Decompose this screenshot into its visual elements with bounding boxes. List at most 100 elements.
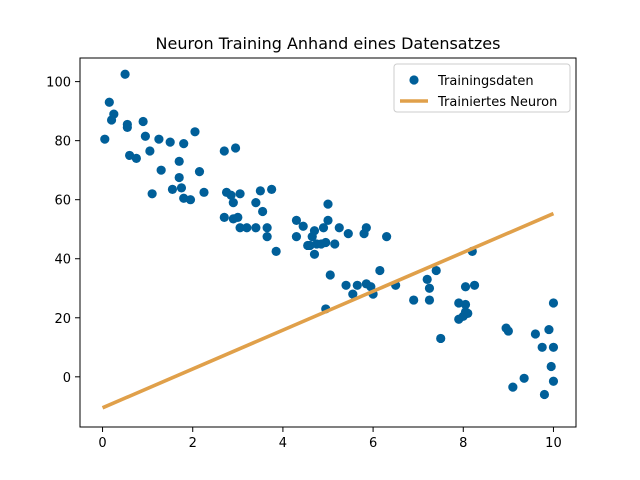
data-point [104, 97, 114, 107]
data-point [343, 229, 353, 239]
data-point [219, 212, 229, 223]
data-point [325, 270, 335, 280]
data-point [185, 195, 196, 205]
data-point [341, 280, 351, 290]
data-point [255, 186, 265, 196]
data-point [145, 146, 155, 156]
x-tick-label: 6 [369, 436, 377, 451]
data-point [156, 165, 166, 175]
legend: Trainingsdaten Trainiertes Neuron [393, 63, 571, 113]
data-point [530, 329, 541, 339]
data-point [251, 223, 261, 233]
data-point [122, 119, 132, 130]
y-tick-label: 20 [54, 312, 71, 327]
data-point [366, 282, 376, 292]
data-point [226, 190, 236, 200]
x-tick-label: 8 [459, 436, 467, 451]
data-point [460, 282, 471, 292]
y-tick-label: 0 [63, 371, 71, 386]
data-point [176, 183, 187, 193]
y-tick-label: 80 [54, 135, 71, 150]
data-point [120, 69, 130, 79]
data-point [258, 206, 268, 217]
data-point [508, 382, 518, 392]
data-point [230, 143, 241, 153]
data-point [503, 326, 513, 336]
data-point [267, 184, 277, 194]
data-point [469, 280, 480, 290]
y-tick-label: 60 [54, 194, 71, 209]
data-point [242, 223, 252, 233]
legend-marker [409, 75, 419, 85]
x-tick-label: 4 [279, 436, 287, 451]
data-point [382, 231, 392, 242]
data-point [422, 274, 432, 284]
data-point [334, 223, 344, 233]
data-point [262, 231, 272, 242]
data-point [138, 116, 148, 127]
data-point [174, 172, 184, 183]
data-point [431, 265, 441, 276]
data-point [323, 215, 333, 225]
x-tick-label: 2 [189, 436, 197, 451]
data-point [548, 376, 559, 386]
data-point [424, 295, 435, 305]
chart-title: Neuron Training Anhand eines Datensatzes [156, 34, 501, 53]
data-point [352, 280, 362, 290]
axes-frame [79, 57, 577, 428]
data-point [199, 187, 209, 197]
legend-box [393, 63, 571, 113]
y-tick-label: 40 [54, 253, 71, 268]
data-point [174, 156, 184, 166]
data-point [219, 146, 229, 156]
legend-label: Trainingsdaten [437, 74, 534, 89]
legend-label: Trainiertes Neuron [437, 95, 557, 110]
data-point [109, 109, 119, 119]
data-point [154, 134, 164, 144]
data-point [165, 137, 175, 147]
data-point [291, 215, 302, 225]
data-point [309, 249, 320, 259]
data-point [330, 239, 340, 249]
data-point [190, 127, 200, 137]
data-point [323, 199, 333, 209]
data-point [235, 189, 245, 199]
data-point [179, 139, 189, 149]
data-point [100, 134, 110, 144]
data-point [424, 283, 435, 293]
plot-area [100, 69, 559, 410]
data-point [463, 308, 473, 318]
data-point [235, 223, 245, 233]
data-point [409, 295, 419, 305]
data-point [548, 342, 559, 352]
data-point [298, 221, 308, 231]
y-tick-label: 100 [46, 76, 71, 91]
data-point [140, 131, 150, 141]
data-point [375, 265, 385, 276]
data-point [194, 167, 205, 177]
data-point [131, 153, 141, 163]
data-point [318, 223, 329, 233]
data-point [348, 289, 358, 299]
data-point [228, 198, 238, 208]
data-point [361, 223, 371, 233]
data-point [251, 198, 261, 208]
data-point [539, 389, 550, 400]
data-point [544, 324, 554, 335]
x-tick-label: 10 [545, 436, 562, 451]
data-point [546, 361, 556, 372]
data-point [537, 342, 547, 352]
x-tick-label: 0 [98, 436, 106, 451]
data-point [460, 299, 471, 310]
data-point [291, 231, 302, 242]
data-point [233, 212, 243, 223]
data-point [147, 189, 157, 199]
data-point [436, 333, 446, 344]
series-line [101, 211, 555, 410]
data-point [167, 184, 178, 194]
data-point [271, 246, 281, 256]
data-point [262, 223, 272, 233]
data-point [548, 298, 559, 308]
